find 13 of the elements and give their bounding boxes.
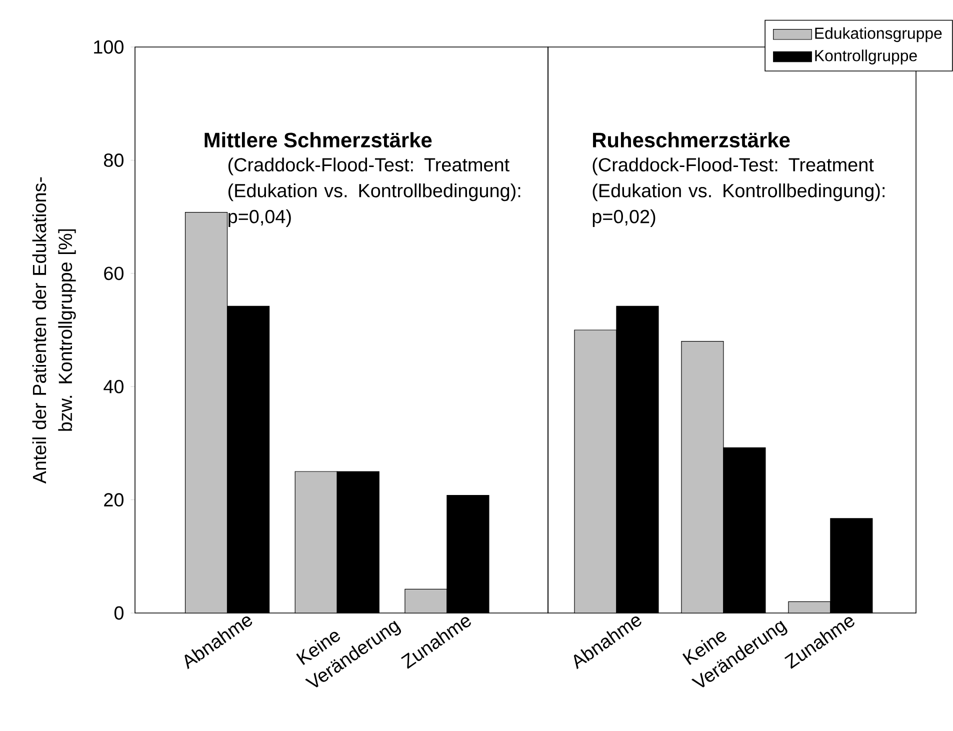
y-axis-title: Anteil der Patienten der Edukations- bzw. Kontrollgruppe [%]: [32, 177, 76, 484]
text: Ruheschmerzstärke: [593, 132, 790, 148]
y-tick-label: 20: [104, 493, 124, 506]
y-tick-label: 60: [104, 266, 124, 280]
legend-label: Kontrollgruppe: [815, 50, 917, 64]
legend-label: Edukationsgruppe: [815, 27, 942, 42]
text: (Craddock-Flood-Test: Treatment (Edukation vs. Kontrollbedingung): p=0,04): [228, 158, 520, 228]
y-tick-label: 80: [104, 153, 124, 167]
y-tick-label: 100: [94, 40, 124, 54]
text: Mittlere Schmerzstärke: [204, 132, 432, 148]
text: (Craddock-Flood-Test: Treatment (Edukation vs. Kontrollbedingung): p=0,02): [592, 158, 884, 228]
y-tick-label: 40: [104, 380, 124, 394]
y-tick-label: 0: [114, 606, 124, 620]
